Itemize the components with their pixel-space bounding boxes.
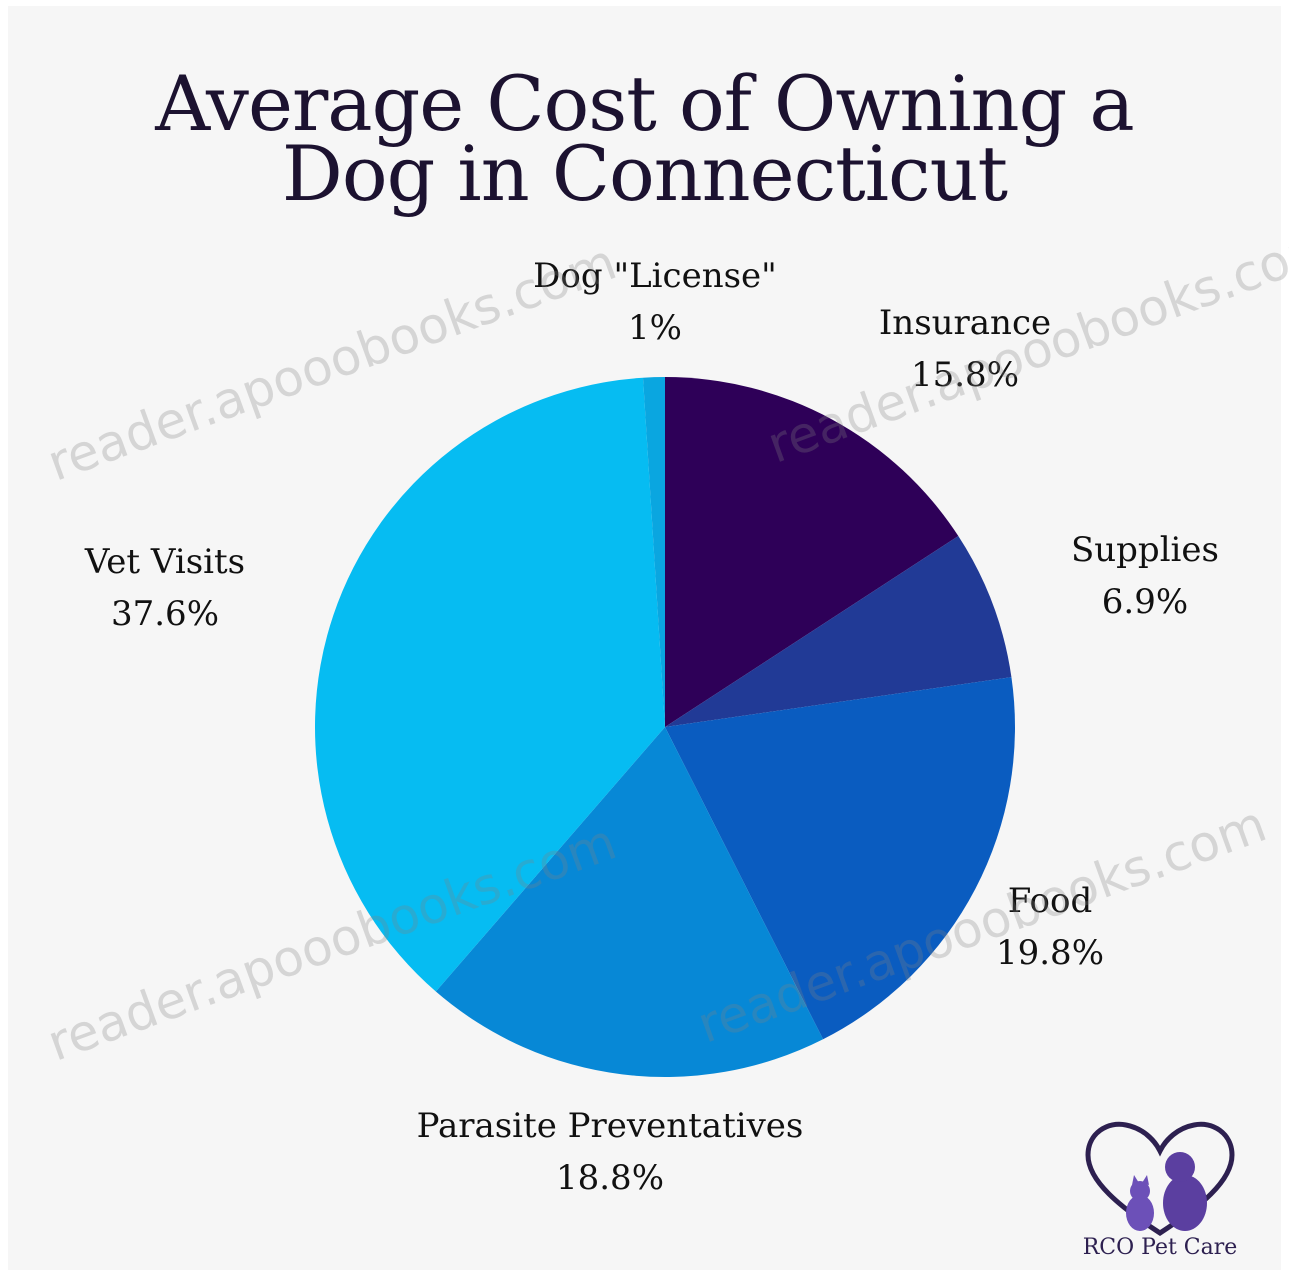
slice-label-food: Food 19.8% [965, 875, 1135, 979]
slice-label-name: Supplies [1070, 530, 1220, 570]
slice-label-percent: 19.8% [995, 933, 1104, 973]
slice-label-name: Vet Visits [84, 542, 246, 582]
pie-slice-supplies [665, 536, 1012, 727]
slice-label-insurance: Insurance 15.8% [845, 297, 1085, 401]
pie-slice-dog-license [643, 377, 665, 727]
slice-label-percent: 6.9% [1101, 582, 1189, 622]
pie-slice-parasite-preventatives [435, 727, 824, 1078]
heart-pets-icon [1085, 1121, 1235, 1236]
slice-label-name: Dog "License" [533, 256, 777, 296]
pie-slice-vet-visits [314, 377, 665, 992]
slice-label-name: Parasite Preventatives [416, 1106, 804, 1146]
slice-label-percent: 18.8% [555, 1158, 664, 1198]
slice-label-supplies: Supplies 6.9% [1035, 524, 1255, 628]
slice-label-dog-license: Dog "License" 1% [525, 250, 785, 354]
chart-title-line-1: Average Cost of Owning a [155, 59, 1134, 148]
slice-label-name: Food [1007, 881, 1093, 921]
pie-slice-food [665, 677, 1015, 1040]
slice-label-name: Insurance [878, 303, 1052, 343]
slice-label-percent: 1% [628, 308, 682, 348]
chart-title-line-2: Dog in Connecticut [281, 129, 1008, 218]
slice-label-percent: 15.8% [910, 355, 1019, 395]
pie-slice-insurance [665, 377, 959, 727]
slice-label-vet-visits: Vet Visits 37.6% [55, 536, 275, 640]
slice-label-parasite-preventatives: Parasite Preventatives 18.8% [380, 1100, 840, 1204]
rco-pet-care-logo: RCO Pet Care [1060, 1115, 1260, 1275]
slice-label-percent: 37.6% [110, 594, 219, 634]
logo-text: RCO Pet Care [1082, 1235, 1238, 1260]
